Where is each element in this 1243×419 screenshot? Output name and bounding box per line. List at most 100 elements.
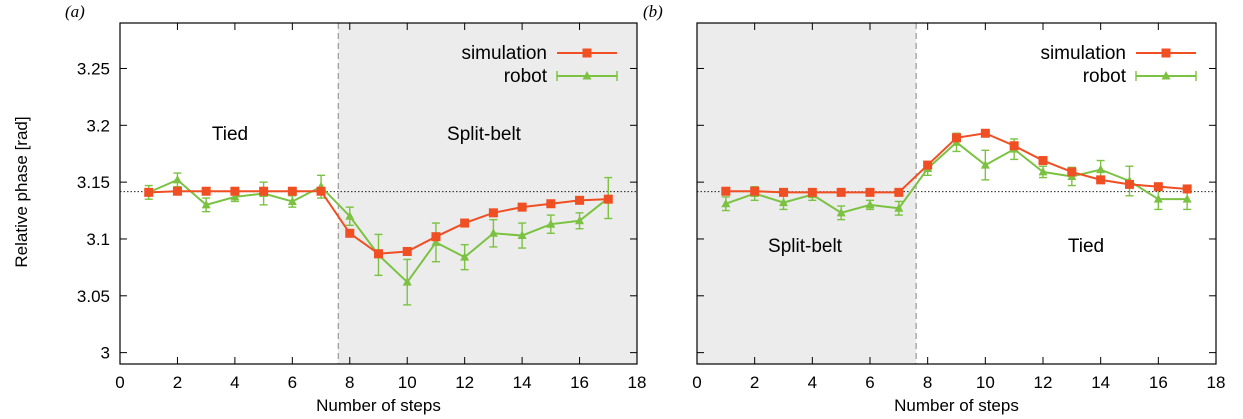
x-axis-label: Number of steps [894,396,1019,415]
y-tick-label: 3.1 [86,230,110,249]
x-tick-label: 16 [1149,373,1168,392]
data-point [517,230,527,240]
data-point [836,207,846,217]
data-point [1096,164,1106,174]
legend-item-robot: robot [1083,66,1197,87]
legend-marker [1161,71,1171,80]
data-point [807,187,817,197]
data-point [402,246,412,256]
data-point [980,128,990,138]
x-tick-label: 4 [230,373,239,392]
x-tick-label: 14 [1091,373,1110,392]
data-point [374,249,383,259]
data-point [488,228,498,237]
data-point [721,186,731,196]
panel-b: Split-belt Tied 0 2 4 6 8 10 12 14 16 18 Number of s… [643,2,1225,415]
data-point [1067,167,1077,177]
data-point [779,187,788,197]
y-tick-label: 3.2 [86,116,110,135]
data-point [287,196,297,205]
data-point [1153,194,1163,203]
data-point [836,187,846,197]
legend-item-simulation: simulation [1040,43,1196,64]
data-point [517,202,527,212]
data-point [144,187,154,197]
legend-label: robot [504,66,548,87]
data-point [923,160,933,170]
data-point [1182,194,1192,203]
x-tick-label: 4 [808,373,817,392]
data-point [721,198,731,208]
data-point [316,186,326,196]
x-tick-label: 6 [288,373,297,392]
legend-label: robot [1083,66,1127,87]
data-point [1009,141,1019,151]
shaded-region [338,23,637,364]
plot-frame [696,22,1217,365]
panel-label: (a) [65,2,85,21]
data-point [575,215,585,225]
data-point [1038,166,1048,176]
y-axis-label: Relative phase [rad] [12,116,31,267]
x-tick-label: 12 [1034,373,1053,392]
y-tick-label: 3.15 [77,173,110,192]
x-tick-label: 6 [865,373,874,392]
x-tick-label: 0 [115,373,124,392]
x-tick-label: 12 [455,373,474,392]
data-point [431,237,441,246]
region-label-split-belt: Split-belt [768,236,843,257]
data-point [575,195,585,205]
data-point [460,252,470,261]
region-label-tied: Tied [1068,236,1104,257]
legend-marker [582,48,592,58]
data-point [894,203,904,212]
data-point [402,277,412,286]
data-point [230,186,240,196]
data-point [1125,179,1134,189]
x-tick-label: 18 [628,373,647,392]
data-point [259,186,269,196]
data-point [1096,175,1106,185]
x-tick-label: 2 [750,373,759,392]
legend-item-simulation: simulation [461,43,617,64]
data-point [345,228,355,238]
x-tick-label: 0 [692,373,701,392]
x-axis-label: Number of steps [316,396,441,415]
legend-item-robot: robot [504,66,618,87]
data-point [1182,184,1192,194]
shaded-region [697,23,917,364]
legend-marker [582,71,592,80]
data-point [952,133,961,143]
x-tick-label: 10 [976,373,995,392]
data-point [230,191,240,201]
panel-label: (b) [643,2,663,21]
data-point [201,199,211,209]
data-point [980,160,990,169]
x-tick-label: 14 [513,373,532,392]
series-simulation [721,128,1192,197]
x-tick-label: 8 [923,373,932,392]
data-point [287,186,297,196]
y-tick-label: 3 [101,344,110,363]
legend-marker [1161,48,1171,58]
panel-a: Split-belt Tied 0 2 4 6 8 10 12 14 16 18 3 3.05 3.1 3.1… [65,2,646,415]
data-point [1038,156,1048,166]
data-point [201,186,211,196]
legend-label: simulation [1040,43,1126,64]
x-tick-label: 8 [345,373,354,392]
series-simulation [144,186,613,259]
y-tick-label: 3.25 [77,59,110,78]
data-point [345,211,355,220]
data-point [750,186,760,196]
data-point [865,199,875,209]
region-label-split-belt: Split-belt [447,124,522,145]
legend-label: simulation [461,43,547,64]
region-label-tied: Tied [212,124,248,145]
data-point [865,187,875,197]
data-point [172,186,182,196]
data-point [1153,182,1163,192]
data-point [172,174,182,184]
